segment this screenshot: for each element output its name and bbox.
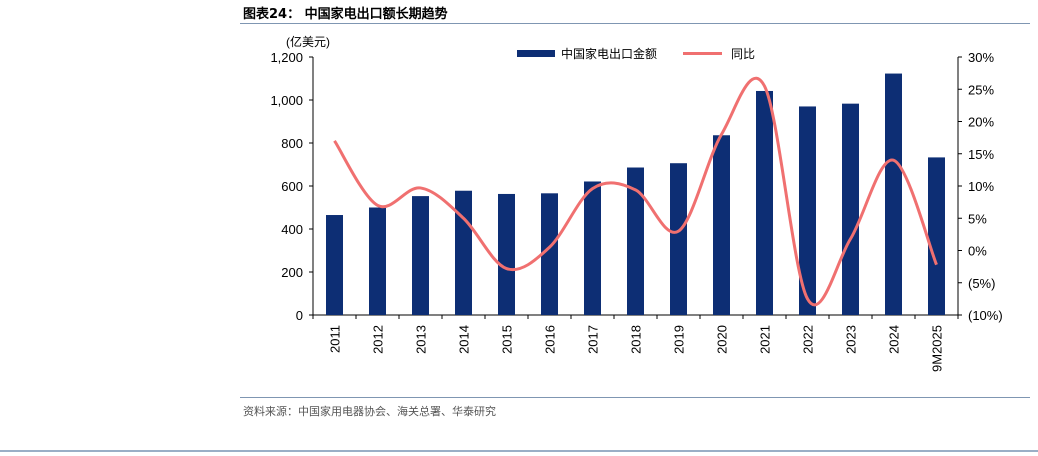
right-tick-label: 30% (968, 50, 994, 65)
bar (842, 103, 859, 315)
x-tick-label: 2013 (414, 325, 429, 354)
left-tick-label: 600 (281, 179, 303, 194)
right-tick-label: 25% (968, 82, 994, 97)
bar (885, 73, 902, 316)
legend-bar-label: 中国家电出口金额 (561, 46, 657, 61)
right-tick-label: 20% (968, 115, 994, 130)
left-tick-label: 400 (281, 222, 303, 237)
bar (455, 190, 472, 315)
y-unit-label: (亿美元) (286, 34, 330, 49)
bar (541, 193, 558, 315)
bar (928, 157, 945, 315)
x-tick-label: 2024 (887, 325, 902, 354)
x-tick-label: 2021 (758, 325, 773, 354)
x-tick-label: 2012 (371, 325, 386, 354)
bar (584, 181, 601, 315)
left-tick-label: 200 (281, 265, 303, 280)
legend-bar-swatch (517, 50, 555, 57)
x-tick-label: 2014 (457, 325, 472, 354)
right-tick-label: 10% (968, 179, 994, 194)
left-tick-label: 1,200 (270, 50, 303, 65)
right-tick-label: 15% (968, 147, 994, 162)
right-tick-label: (10%) (968, 308, 1003, 323)
x-tick-label: 9M2025 (930, 325, 945, 372)
left-tick-label: 800 (281, 136, 303, 151)
x-tick-label: 2016 (543, 325, 558, 354)
bar (713, 135, 730, 315)
x-tick-label: 2020 (715, 325, 730, 354)
bar (498, 193, 515, 315)
bar (412, 196, 429, 315)
right-tick-label: 5% (968, 211, 987, 226)
bar (670, 163, 687, 315)
title-divider (240, 23, 1030, 24)
x-tick-label: 2023 (844, 325, 859, 354)
right-tick-label: (5%) (968, 276, 995, 291)
legend-line-label: 同比 (731, 47, 755, 61)
x-tick-label: 2019 (672, 325, 687, 354)
source-divider (240, 397, 1030, 398)
right-tick-label: 0% (968, 244, 987, 259)
figure-source: 资料来源：中国家用电器协会、海关总署、华泰研究 (243, 405, 496, 418)
x-tick-label: 2017 (586, 325, 601, 354)
x-tick-label: 2011 (328, 325, 343, 353)
x-tick-label: 2018 (629, 325, 644, 354)
page-bottom-rule (0, 450, 1038, 452)
x-tick-label: 2022 (801, 325, 816, 354)
bar (627, 167, 644, 315)
figure-title: 图表24： 中国家电出口额长期趋势 (243, 7, 448, 22)
bar (756, 90, 773, 315)
yoy-line (333, 76, 938, 307)
bar (799, 106, 816, 315)
bar (326, 215, 343, 315)
x-tick-label: 2015 (500, 325, 515, 354)
left-tick-label: 0 (296, 308, 303, 323)
bar (369, 207, 386, 315)
left-tick-label: 1,000 (270, 93, 303, 108)
